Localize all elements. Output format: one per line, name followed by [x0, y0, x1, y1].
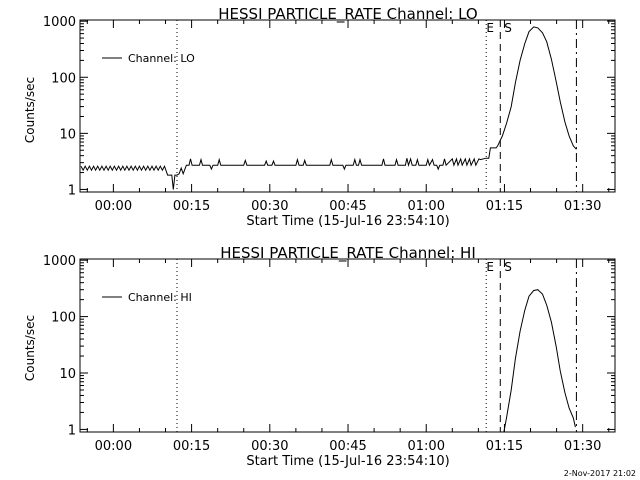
plot-frame — [79, 19, 616, 193]
generation-timestamp: 2-Nov-2017 21:02 — [563, 469, 636, 478]
y-tick-label: 10 — [59, 367, 76, 382]
marker-label: E — [486, 21, 494, 35]
legend-label: Channel: LO — [128, 52, 195, 65]
x-tick-label: 01:15 — [486, 439, 523, 454]
x-tick-label: 00:00 — [95, 439, 132, 454]
marker-label: S — [504, 260, 512, 274]
plot-panel-lo: HESSI PARTICLE_RATE Channel: LO Start Ti… — [23, 5, 616, 229]
panel-title: HESSI PARTICLE_RATE Channel: HI — [220, 244, 476, 263]
x-tick-label: 00:15 — [173, 199, 210, 214]
x-tick-label: 00:30 — [251, 199, 288, 214]
plot-panel-hi: HESSI PARTICLE_RATE Channel: HI Start Ti… — [23, 244, 616, 469]
y-tick-label: 1 — [68, 423, 76, 438]
x-tick-label: 01:00 — [408, 199, 445, 214]
x-tick-label: 01:30 — [564, 439, 601, 454]
y-tick-label: 1000 — [43, 15, 76, 30]
x-axis-label: Start Time (15-Jul-16 23:54:10) — [246, 214, 449, 229]
y-axis-label: Counts/sec — [23, 315, 37, 381]
x-tick-label: 00:45 — [329, 439, 366, 454]
x-axis-label: Start Time (15-Jul-16 23:54:10) — [246, 454, 449, 469]
plot-frame — [79, 258, 616, 433]
x-tick-label: 00:00 — [95, 199, 132, 214]
y-tick-label: 100 — [51, 71, 76, 86]
y-tick-label: 1 — [68, 183, 76, 198]
marker-label: S — [504, 21, 512, 35]
x-tick-label: 01:00 — [408, 439, 445, 454]
x-tick-label: 00:30 — [251, 439, 288, 454]
y-axis-label: Counts/sec — [23, 77, 37, 143]
series-line — [80, 26, 577, 190]
y-tick-label: 10 — [59, 127, 76, 142]
panel-title: HESSI PARTICLE_RATE Channel: LO — [218, 5, 477, 24]
series-line — [503, 289, 576, 433]
legend-label: Channel: HI — [128, 291, 192, 304]
y-tick-label: 1000 — [43, 254, 76, 269]
x-tick-label: 00:45 — [329, 199, 366, 214]
x-tick-label: 01:30 — [564, 199, 601, 214]
marker-label: E — [486, 260, 494, 274]
x-tick-label: 00:15 — [173, 439, 210, 454]
x-tick-label: 01:15 — [486, 199, 523, 214]
y-tick-label: 100 — [51, 311, 76, 326]
